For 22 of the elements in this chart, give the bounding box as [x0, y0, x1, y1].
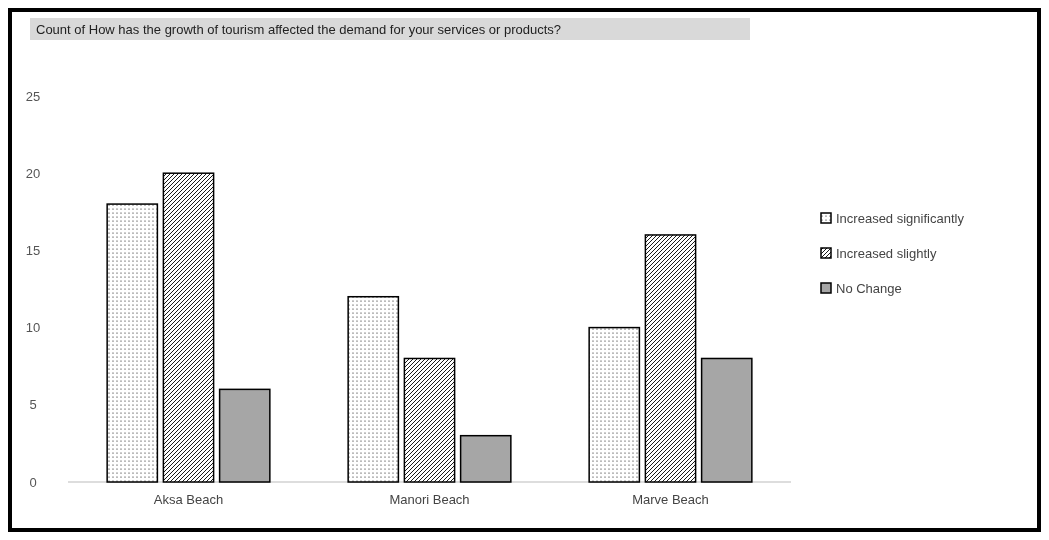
y-tick-label: 15 [25, 242, 41, 258]
bar [700, 357, 753, 483]
y-tick-label: 25 [25, 88, 41, 104]
bar [218, 388, 271, 483]
legend-label: No Change [836, 281, 902, 296]
x-tick-label: Manori Beach [389, 492, 470, 507]
x-tick-label: Marve Beach [632, 492, 709, 507]
bar [403, 357, 456, 483]
y-tick-label: 10 [25, 320, 41, 336]
x-tick-label: Aksa Beach [153, 492, 224, 507]
legend-label: Increased slightly [836, 246, 937, 261]
bar [459, 434, 512, 483]
y-tick-label: 20 [25, 165, 41, 181]
bar [347, 295, 400, 483]
y-tick-label: 0 [29, 474, 37, 490]
y-tick-label: 5 [29, 397, 37, 413]
bar [162, 172, 215, 483]
bar [644, 234, 697, 483]
chart-title: Count of How has the growth of tourism affected the demand for your services or products? [36, 22, 562, 37]
legend-label: Increased significantly [836, 211, 965, 226]
bar [588, 326, 641, 483]
bar [106, 203, 159, 483]
